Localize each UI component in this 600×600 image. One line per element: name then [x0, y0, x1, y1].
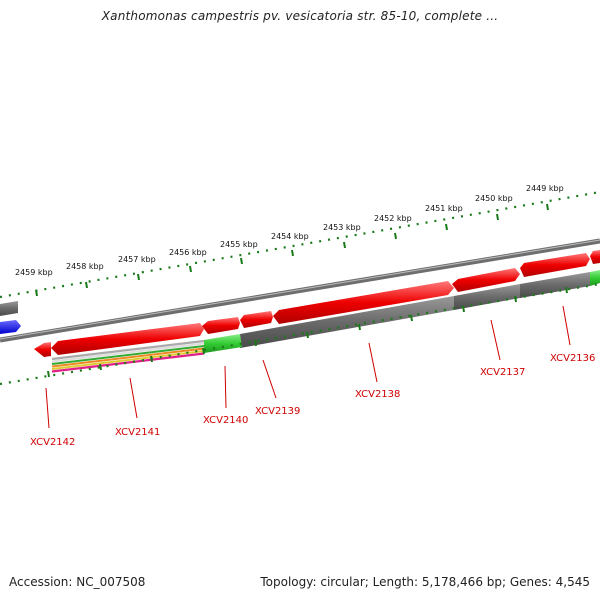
major-tick — [137, 273, 140, 281]
inner-scale-ticks — [0, 282, 600, 386]
major-tick — [202, 347, 205, 355]
stripe-yellow — [51, 350, 205, 370]
stripe-magenta — [51, 352, 205, 373]
gene-arrow-xcv2136[interactable] — [520, 253, 590, 277]
scale-label: 2450 kbp — [475, 194, 513, 203]
scale-label: 2459 kbp — [15, 268, 53, 277]
outer-scale-arc — [0, 190, 600, 299]
major-tick — [35, 289, 38, 297]
leader-xcv2140 — [224, 365, 227, 409]
feature-blue-left[interactable] — [0, 320, 21, 334]
major-tick — [358, 323, 361, 331]
scale-label: 2449 kbp — [526, 184, 564, 193]
major-tick — [565, 286, 568, 294]
gene-label-xcv2136[interactable]: XCV2136 — [550, 353, 595, 364]
scale-labels: 2459 kbp 2458 kbp 2457 kbp 2456 kbp 2455… — [15, 184, 564, 277]
gene-arrow-xcv2137[interactable] — [452, 268, 520, 292]
major-tick — [343, 241, 346, 249]
stripe-green — [51, 345, 205, 365]
major-tick — [462, 305, 465, 313]
major-tick — [394, 232, 397, 240]
reverse-strand-genes — [204, 270, 600, 353]
gene-band-gray-3[interactable] — [520, 272, 590, 298]
gene-band-gray-2[interactable] — [454, 284, 520, 310]
major-tick — [445, 223, 448, 231]
gene-label-xcv2138[interactable]: XCV2138 — [355, 389, 400, 400]
gene-labels: XCV2142 XCV2141 XCV2140 XCV2139 XCV2138 … — [30, 353, 595, 448]
leader-xcv2139 — [262, 359, 277, 399]
gene-label-xcv2141[interactable]: XCV2141 — [115, 427, 160, 438]
accession-text: Accession: NC_007508 — [9, 575, 146, 589]
major-tick — [150, 355, 153, 363]
major-tick — [291, 249, 294, 257]
major-tick — [496, 213, 499, 221]
forward-strand-genes — [34, 250, 600, 357]
scale-label: 2452 kbp — [374, 214, 412, 223]
outer-scale-ticks — [0, 190, 600, 299]
gene-arrow-xcv2138[interactable] — [273, 281, 454, 324]
gene-arrow-red-3[interactable] — [202, 317, 240, 334]
scale-label: 2455 kbp — [220, 240, 258, 249]
genome-backbone — [0, 238, 600, 343]
gene-label-xcv2140[interactable]: XCV2140 — [203, 415, 248, 426]
genome-summary-text: Topology: circular; Length: 5,178,466 bp… — [260, 575, 590, 589]
gene-label-xcv2137[interactable]: XCV2137 — [480, 367, 525, 378]
major-tick — [85, 281, 88, 289]
scale-label: 2456 kbp — [169, 248, 207, 257]
leader-xcv2142 — [45, 387, 50, 429]
leader-xcv2138 — [368, 342, 378, 383]
major-tick — [99, 363, 102, 371]
stripe-gray — [51, 339, 205, 361]
scale-label: 2453 kbp — [323, 223, 361, 232]
leader-xcv2141 — [129, 377, 138, 419]
scale-label: 2451 kbp — [425, 204, 463, 213]
gene-arrow-red-4[interactable] — [240, 311, 273, 328]
gene-arrow-xcv2141[interactable] — [51, 323, 204, 355]
gene-band-green-edge[interactable] — [590, 270, 600, 286]
scale-label: 2458 kbp — [66, 262, 104, 271]
major-tick — [410, 314, 413, 322]
major-tick — [240, 257, 243, 265]
stripe-orange — [51, 347, 205, 368]
gene-band-green[interactable] — [204, 334, 242, 353]
feature-gray-left[interactable] — [0, 301, 18, 316]
gene-leaders — [45, 305, 571, 429]
gene-label-xcv2142[interactable]: XCV2142 — [30, 437, 75, 448]
map-title: Xanthomonas campestris pv. vesicatoria s… — [101, 9, 499, 23]
major-tick — [189, 265, 192, 273]
major-tick — [546, 203, 549, 211]
feature-stripes — [51, 339, 205, 373]
leader-xcv2137 — [490, 319, 501, 361]
scale-label: 2457 kbp — [118, 255, 156, 264]
scale-label: 2454 kbp — [271, 232, 309, 241]
major-tick — [514, 295, 517, 303]
gene-label-xcv2139[interactable]: XCV2139 — [255, 406, 300, 417]
gene-arrow-xcv2142[interactable] — [34, 342, 51, 357]
major-tick — [254, 339, 257, 347]
gene-arrow-red-edge[interactable] — [590, 250, 600, 264]
major-tick — [306, 331, 309, 339]
major-tick — [47, 370, 50, 378]
stripe-light — [51, 342, 205, 363]
leader-xcv2136 — [562, 305, 571, 346]
genome-backbone-highlight — [0, 239, 600, 340]
